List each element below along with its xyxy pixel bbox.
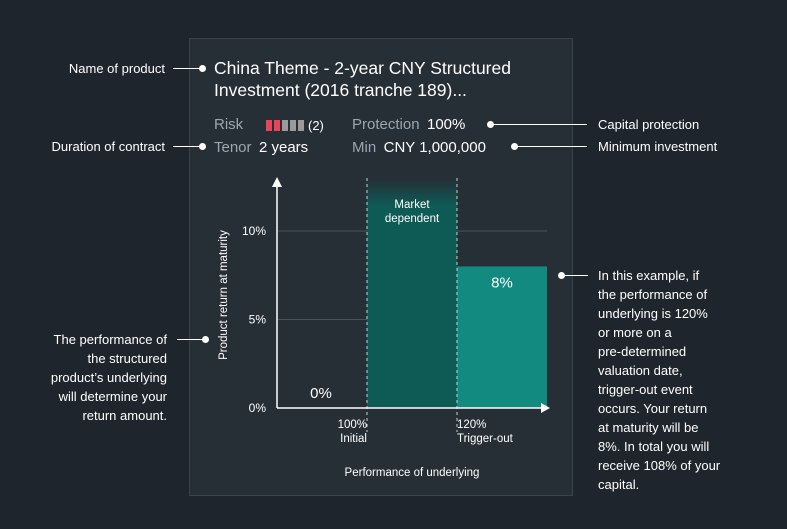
risk-bar-active [274, 120, 280, 132]
tenor-value: 2 years [258, 139, 309, 156]
annotation-right-note: In this example, if the performance of u… [598, 266, 783, 494]
annotation-duration-of-contract: Duration of contract [51, 139, 165, 154]
tenor-row: Tenor 2 years [214, 139, 308, 157]
protection-row: Protection 100% [352, 116, 465, 134]
connector-dot [202, 336, 209, 343]
note-line: 8%. In total you will [598, 439, 710, 454]
protection-label: Protection [352, 116, 420, 133]
risk-level-text: (2) [308, 118, 324, 133]
note-line: In this example, if [598, 268, 700, 283]
note-line: at maturity will be [598, 420, 699, 435]
bars [367, 178, 547, 408]
bar-trigger-out [457, 266, 547, 408]
protection-value: 100% [427, 116, 466, 133]
min-investment-row: Min CNY 1,000,000 [352, 139, 486, 157]
note-line: the structured [87, 351, 168, 366]
connector-line [173, 68, 200, 69]
connector-line [173, 146, 200, 147]
bar-market-dependent [367, 178, 457, 408]
y-tick-label: 10% [242, 224, 266, 238]
x-tick-label: 100% [338, 419, 367, 431]
note-line: trigger-out event [598, 382, 693, 397]
product-title-line1: China Theme - 2-year CNY Structured [214, 58, 511, 78]
annotation-left-note: The performance of the structured produc… [0, 330, 167, 425]
connector-dot [199, 143, 206, 150]
note-line: The performance of [53, 332, 167, 347]
note-line: occurs. Your return [598, 401, 708, 416]
x-tick-sublabel: Initial [340, 433, 367, 445]
x-tick-label: 120% [457, 419, 486, 431]
tenor-label: Tenor [214, 139, 252, 156]
x-axis-title: Performance of underlying [345, 467, 480, 479]
note-line: pre-determined [598, 344, 687, 359]
annotation-minimum-investment: Minimum investment [598, 139, 718, 154]
y-axis-title: Product return at maturity [218, 230, 230, 360]
connector-line [561, 275, 588, 276]
bar-value-label: 8% [491, 274, 513, 291]
note-line: underlying is 120% [598, 306, 708, 321]
y-tick-label: 0% [249, 401, 267, 415]
product-title[interactable]: China Theme - 2-year CNY Structured Inve… [214, 57, 564, 101]
note-line: the performance of [598, 287, 708, 302]
bar-value-label: 0% [310, 385, 332, 402]
connector-dot [199, 65, 206, 72]
note-line: capital. [598, 477, 640, 492]
note-line: will determine your [58, 389, 167, 404]
risk-bar-inactive [298, 120, 304, 132]
y-tick-label: 5% [249, 313, 267, 327]
note-line: product’s underlying [50, 370, 167, 385]
note-line: receive 108% of your [598, 458, 721, 473]
min-label: Min [352, 139, 377, 156]
risk-bar-inactive [282, 120, 288, 132]
x-axis-arrow [541, 403, 550, 413]
bar-label-market-dependent: Market [394, 199, 430, 211]
min-value: CNY 1,000,000 [383, 139, 486, 156]
risk-bar-active [266, 120, 272, 132]
note-line: return amount. [82, 408, 167, 423]
risk-bar-inactive [290, 120, 296, 132]
product-title-line2: Investment (2016 tranche 189)... [214, 80, 467, 100]
connector-line [490, 124, 587, 125]
risk-indicator: (2) [266, 117, 324, 135]
note-line: valuation date, [598, 363, 683, 378]
axes [272, 177, 550, 432]
note-line: or more on a [598, 325, 672, 340]
connector-line [514, 146, 587, 147]
risk-label: Risk [214, 116, 244, 133]
risk-bars [266, 117, 308, 134]
bar-label-market-dependent: dependent [385, 213, 440, 225]
risk-row: Risk [214, 116, 243, 134]
annotation-capital-protection: Capital protection [598, 117, 700, 132]
x-tick-sublabel: Trigger-out [457, 433, 514, 445]
annotation-name-of-product: Name of product [68, 61, 165, 76]
connector-line [177, 339, 203, 340]
labels: 0% 5% 10% 0% Market dependent 8% 100% Initial 120… [218, 199, 514, 479]
y-axis-arrow [272, 177, 282, 187]
